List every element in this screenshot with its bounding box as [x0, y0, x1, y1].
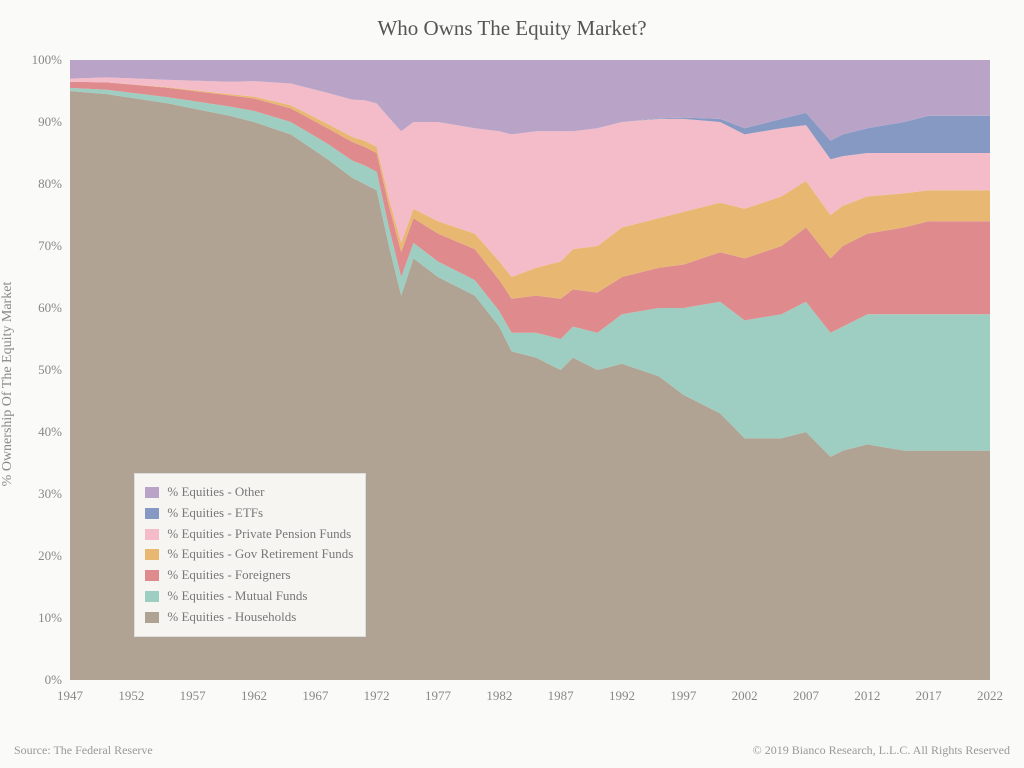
- y-axis-label: % Ownership Of The Equity Market: [0, 282, 16, 487]
- legend-label: % Equities - Mutual Funds: [167, 586, 307, 607]
- x-tick-label: 2007: [793, 688, 819, 704]
- x-tick-label: 2017: [916, 688, 942, 704]
- y-tick-label: 60%: [38, 300, 62, 316]
- x-tick-label: 1977: [425, 688, 451, 704]
- legend-label: % Equities - Gov Retirement Funds: [167, 544, 353, 565]
- source-footer-right: © 2019 Bianco Research, L.L.C. All Right…: [753, 743, 1010, 758]
- legend-swatch: [145, 591, 159, 602]
- x-tick-label: 2022: [977, 688, 1003, 704]
- x-tick-label: 1992: [609, 688, 635, 704]
- x-tick-label: 2012: [854, 688, 880, 704]
- x-tick-label: 1962: [241, 688, 267, 704]
- legend-item: % Equities - Gov Retirement Funds: [145, 544, 353, 565]
- legend: % Equities - Other% Equities - ETFs% Equ…: [134, 473, 366, 637]
- x-tick-label: 1947: [57, 688, 83, 704]
- plot-area: % Equities - Other% Equities - ETFs% Equ…: [70, 60, 990, 680]
- x-tick-label: 1987: [548, 688, 574, 704]
- x-tick-label: 2002: [732, 688, 758, 704]
- legend-item: % Equities - Private Pension Funds: [145, 524, 353, 545]
- legend-swatch: [145, 508, 159, 519]
- y-tick-label: 40%: [38, 424, 62, 440]
- legend-label: % Equities - Private Pension Funds: [167, 524, 351, 545]
- y-tick-label: 30%: [38, 486, 62, 502]
- y-tick-label: 90%: [38, 114, 62, 130]
- x-tick-label: 1972: [364, 688, 390, 704]
- legend-label: % Equities - Foreigners: [167, 565, 290, 586]
- legend-swatch: [145, 549, 159, 560]
- y-tick-label: 50%: [38, 362, 62, 378]
- legend-item: % Equities - Households: [145, 607, 353, 628]
- legend-label: % Equities - Other: [167, 482, 264, 503]
- y-tick-label: 70%: [38, 238, 62, 254]
- y-tick-label: 20%: [38, 548, 62, 564]
- chart-title: Who Owns The Equity Market?: [0, 16, 1024, 41]
- legend-swatch: [145, 612, 159, 623]
- legend-label: % Equities - ETFs: [167, 503, 263, 524]
- x-tick-label: 1957: [180, 688, 206, 704]
- legend-swatch: [145, 487, 159, 498]
- x-tick-label: 1952: [118, 688, 144, 704]
- source-footer-left: Source: The Federal Reserve: [14, 743, 153, 758]
- y-tick-label: 80%: [38, 176, 62, 192]
- legend-label: % Equities - Households: [167, 607, 296, 628]
- legend-swatch: [145, 570, 159, 581]
- legend-item: % Equities - Mutual Funds: [145, 586, 353, 607]
- y-tick-label: 0%: [45, 672, 62, 688]
- x-tick-label: 1982: [486, 688, 512, 704]
- y-tick-label: 10%: [38, 610, 62, 626]
- x-tick-label: 1967: [302, 688, 328, 704]
- legend-item: % Equities - ETFs: [145, 503, 353, 524]
- y-tick-label: 100%: [32, 52, 62, 68]
- legend-item: % Equities - Other: [145, 482, 353, 503]
- x-tick-label: 1997: [670, 688, 696, 704]
- legend-swatch: [145, 529, 159, 540]
- legend-item: % Equities - Foreigners: [145, 565, 353, 586]
